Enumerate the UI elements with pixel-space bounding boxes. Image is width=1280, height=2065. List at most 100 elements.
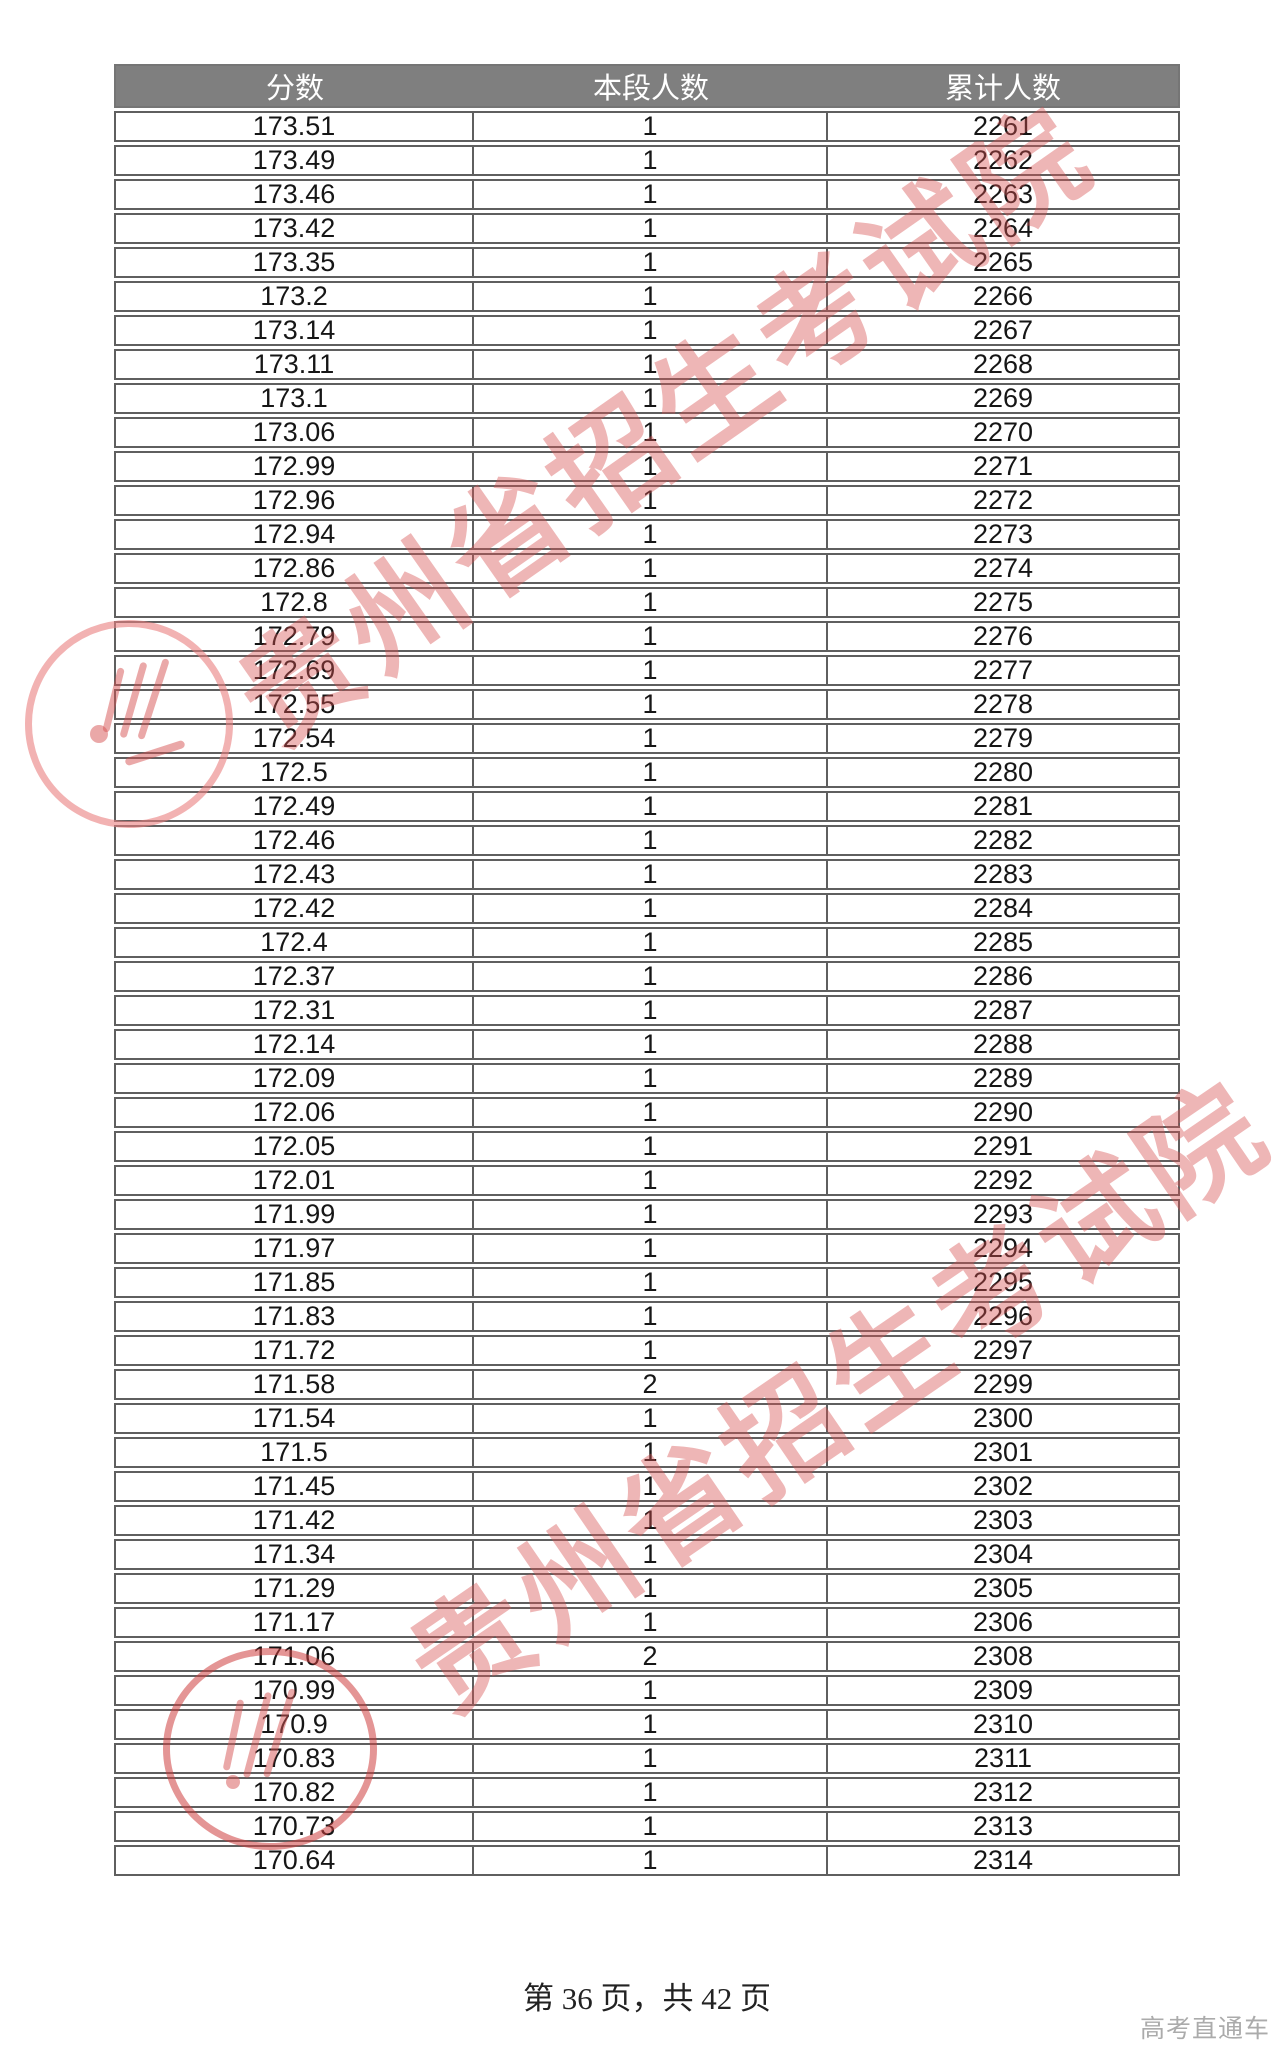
segment-count-cell: 1 [474, 759, 828, 786]
cumulative-count-cell: 2313 [972, 1813, 1034, 1840]
segment-count-cell: 1 [474, 1541, 828, 1568]
score-cell: 172.01 [116, 1167, 474, 1194]
table-header-row: 分数 本段人数 累计人数 [114, 64, 1180, 108]
brand-watermark: 高考直通车 [1140, 2015, 1271, 2043]
table-row: 170.99 1 2309 [114, 1675, 1180, 1706]
score-cell: 172.8 [116, 589, 474, 616]
score-cell: 172.79 [116, 623, 474, 650]
table-row: 172.5 1 2280 [114, 757, 1180, 788]
table-row: 171.5 1 2301 [114, 1437, 1180, 1468]
segment-count-cell: 1 [474, 1405, 828, 1432]
table-row: 172.49 1 2281 [114, 791, 1180, 822]
table-row: 172.43 1 2283 [114, 859, 1180, 890]
cumulative-count-cell: 2263 [972, 181, 1034, 208]
segment-count-cell: 1 [474, 1167, 828, 1194]
score-cell: 172.42 [116, 895, 474, 922]
score-cell: 172.14 [116, 1031, 474, 1058]
cumulative-count-cell: 2306 [972, 1609, 1034, 1636]
score-cell: 172.37 [116, 963, 474, 990]
score-cell: 172.43 [116, 861, 474, 888]
table-row: 172.54 1 2279 [114, 723, 1180, 754]
segment-count-cell: 1 [474, 1745, 828, 1772]
cumulative-count-cell: 2270 [972, 419, 1034, 446]
score-cell: 172.94 [116, 521, 474, 548]
table-row: 173.06 1 2270 [114, 417, 1180, 448]
segment-count-cell: 1 [474, 147, 828, 174]
segment-count-cell: 1 [474, 793, 828, 820]
segment-count-cell: 1 [474, 487, 828, 514]
cumulative-count-cell: 2287 [972, 997, 1034, 1024]
score-table: 分数 本段人数 累计人数 173.51 1 2261 173.49 1 2262 173.4… [114, 64, 1180, 1879]
segment-count-cell: 1 [474, 1439, 828, 1466]
score-cell: 171.06 [116, 1643, 474, 1670]
table-row: 171.97 1 2294 [114, 1233, 1180, 1264]
segment-count-cell: 2 [474, 1371, 828, 1398]
table-row: 172.55 1 2278 [114, 689, 1180, 720]
segment-count-cell: 1 [474, 861, 828, 888]
cumulative-count-cell: 2280 [972, 759, 1034, 786]
score-cell: 172.4 [116, 929, 474, 956]
segment-count-cell: 2 [474, 1643, 828, 1670]
table-row: 173.51 1 2261 [114, 111, 1180, 142]
table-row: 173.42 1 2264 [114, 213, 1180, 244]
cumulative-count-cell: 2275 [972, 589, 1034, 616]
cumulative-count-cell: 2297 [972, 1337, 1034, 1364]
score-cell: 172.69 [116, 657, 474, 684]
cumulative-count-cell: 2293 [972, 1201, 1034, 1228]
score-cell: 172.06 [116, 1099, 474, 1126]
cumulative-count-cell: 2304 [972, 1541, 1034, 1568]
segment-count-cell: 1 [474, 1201, 828, 1228]
table-row: 173.14 1 2267 [114, 315, 1180, 346]
cumulative-count-cell: 2294 [972, 1235, 1034, 1262]
cumulative-count-cell: 2269 [972, 385, 1034, 412]
cumulative-count-cell: 2284 [972, 895, 1034, 922]
segment-count-cell: 1 [474, 1609, 828, 1636]
segment-count-cell: 1 [474, 1065, 828, 1092]
cumulative-count-cell: 2281 [972, 793, 1034, 820]
cumulative-count-cell: 2266 [972, 283, 1034, 310]
cumulative-count-cell: 2309 [972, 1677, 1034, 1704]
score-cell: 171.5 [116, 1439, 474, 1466]
table-row: 171.72 1 2297 [114, 1335, 1180, 1366]
segment-count-cell: 1 [474, 385, 828, 412]
table-row: 172.37 1 2286 [114, 961, 1180, 992]
segment-count-cell: 1 [474, 1473, 828, 1500]
table-row: 172.96 1 2272 [114, 485, 1180, 516]
segment-count-cell: 1 [474, 1099, 828, 1126]
score-cell: 173.42 [116, 215, 474, 242]
score-cell: 172.55 [116, 691, 474, 718]
score-cell: 171.99 [116, 1201, 474, 1228]
segment-count-cell: 1 [474, 1303, 828, 1330]
score-cell: 173.46 [116, 181, 474, 208]
cumulative-count-cell: 2262 [972, 147, 1034, 174]
segment-count-cell: 1 [474, 351, 828, 378]
table-row: 171.58 2 2299 [114, 1369, 1180, 1400]
header-cumulative-count: 累计人数 [944, 73, 1061, 105]
score-cell: 171.17 [116, 1609, 474, 1636]
cumulative-count-cell: 2301 [972, 1439, 1034, 1466]
segment-count-cell: 1 [474, 283, 828, 310]
score-cell: 173.1 [116, 385, 474, 412]
segment-count-cell: 1 [474, 419, 828, 446]
score-cell: 170.73 [116, 1813, 474, 1840]
score-cell: 171.34 [116, 1541, 474, 1568]
score-cell: 171.83 [116, 1303, 474, 1330]
score-cell: 172.99 [116, 453, 474, 480]
segment-count-cell: 1 [474, 657, 828, 684]
cumulative-count-cell: 2267 [972, 317, 1034, 344]
score-cell: 171.85 [116, 1269, 474, 1296]
cumulative-count-cell: 2312 [972, 1779, 1034, 1806]
cumulative-count-cell: 2273 [972, 521, 1034, 548]
cumulative-count-cell: 2286 [972, 963, 1034, 990]
table-row: 171.29 1 2305 [114, 1573, 1180, 1604]
score-cell: 173.49 [116, 147, 474, 174]
segment-count-cell: 1 [474, 929, 828, 956]
table-row: 172.42 1 2284 [114, 893, 1180, 924]
score-cell: 172.86 [116, 555, 474, 582]
score-cell: 172.46 [116, 827, 474, 854]
table-row: 171.85 1 2295 [114, 1267, 1180, 1298]
cumulative-count-cell: 2277 [972, 657, 1034, 684]
table-row: 172.4 1 2285 [114, 927, 1180, 958]
segment-count-cell: 1 [474, 1235, 828, 1262]
